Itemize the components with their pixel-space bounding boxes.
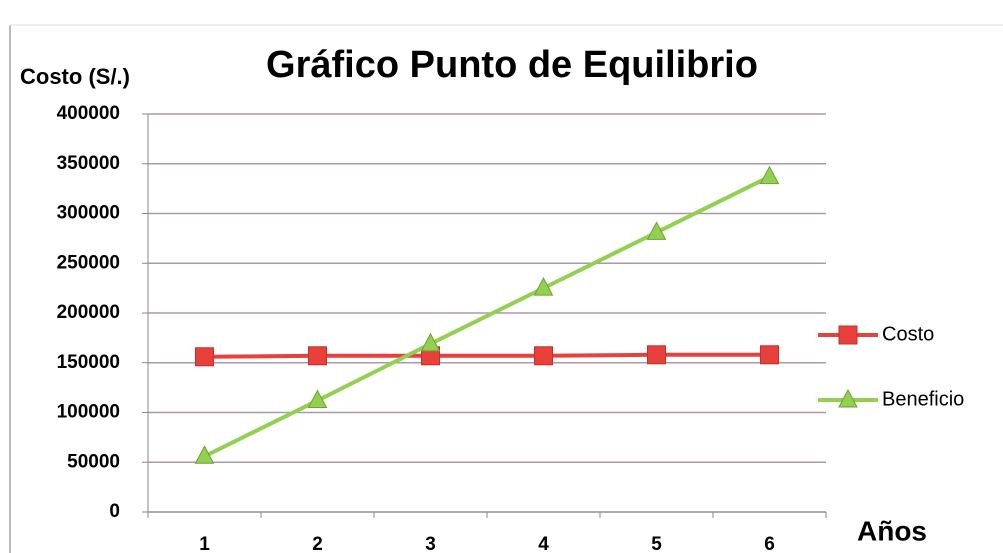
marker	[533, 277, 554, 296]
legend-marker	[838, 388, 858, 408]
legend-marker	[838, 325, 858, 345]
x-tick-label: 3	[425, 534, 436, 553]
y-tick-label: 150000	[57, 352, 120, 373]
series-line	[204, 352, 770, 359]
x-tick-label: 1	[199, 534, 210, 553]
y-tick-label: 350000	[57, 153, 120, 174]
y-tick-label: 0	[109, 501, 120, 522]
marker	[308, 346, 327, 366]
marker	[647, 345, 666, 365]
y-axis-label: Costo (S/.)	[20, 64, 130, 89]
y-tick-label: 100000	[57, 402, 120, 423]
y-tick-label: 400000	[57, 103, 120, 124]
x-axis-label: Años	[857, 515, 927, 546]
y-tick-label: 200000	[57, 302, 120, 323]
chart-title: Gráfico Punto de Equilibrio	[266, 44, 758, 86]
x-tick-label: 5	[651, 534, 662, 553]
marker	[646, 221, 667, 240]
marker	[759, 165, 780, 185]
marker	[307, 389, 328, 409]
x-tick-label: 2	[312, 534, 323, 553]
marker	[420, 332, 441, 352]
x-tick-label: 6	[764, 534, 775, 553]
marker	[195, 347, 214, 367]
legend-label: Beneficio	[882, 388, 964, 410]
marker	[194, 445, 215, 464]
y-tick-label: 50000	[67, 451, 120, 472]
x-tick-label: 4	[538, 534, 549, 553]
series-line	[203, 174, 771, 459]
y-tick-label: 300000	[57, 203, 120, 224]
y-tick-label: 250000	[57, 252, 120, 273]
legend-label: Costo	[882, 323, 934, 345]
marker	[760, 345, 779, 365]
marker	[534, 346, 553, 366]
